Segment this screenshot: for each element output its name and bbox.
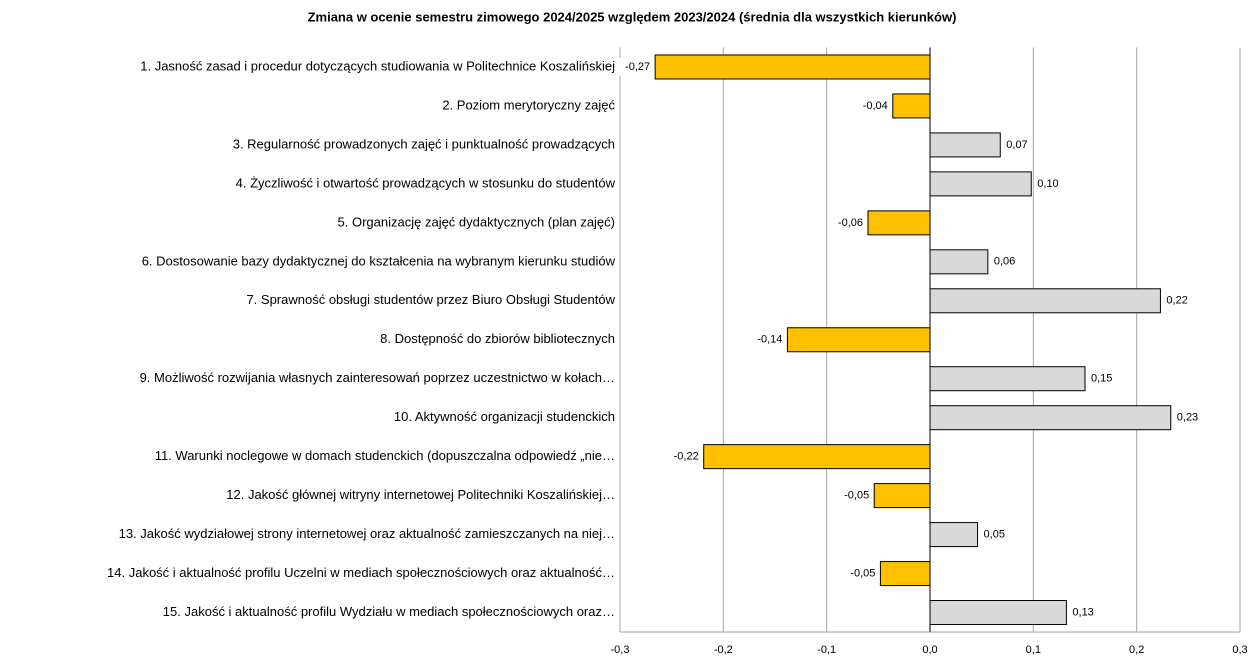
y-tick-label: 4. Życzliwość i otwartość prowadzących w… — [236, 175, 616, 190]
value-label-bg — [665, 447, 700, 466]
value-label: 0,10 — [1037, 178, 1058, 190]
y-tick-label: 7. Sprawność obsługi studentów przez Biu… — [246, 292, 615, 307]
value-label-bg — [617, 57, 652, 76]
value-label: -0,14 — [757, 334, 782, 346]
value-label: 0,23 — [1177, 412, 1198, 424]
value-label: 0,22 — [1166, 295, 1187, 307]
bar — [873, 483, 931, 509]
x-tick-label: -0,3 — [611, 644, 630, 656]
y-tick-label: 1. Jasność zasad i procedur dotyczących … — [140, 58, 615, 73]
bar — [703, 444, 931, 470]
y-tick-label: 11. Warunki noclegowe w domach studencki… — [155, 448, 615, 463]
bar — [867, 210, 931, 236]
x-tick-label: -0,1 — [817, 644, 836, 656]
y-tick-label: 12. Jakość głównej witryny internetowej … — [226, 487, 615, 502]
bar — [929, 288, 1161, 314]
y-tick-label: 2. Poziom merytoryczny zajęć — [442, 97, 615, 112]
value-label: 0,13 — [1072, 606, 1093, 618]
bar — [786, 327, 931, 353]
value-label: -0,22 — [674, 451, 699, 463]
bar — [929, 405, 1172, 431]
value-label: -0,04 — [863, 100, 888, 112]
bar — [929, 249, 989, 275]
value-label-bg — [830, 213, 864, 232]
bar — [929, 600, 1067, 626]
value-label: 0,07 — [1006, 139, 1027, 151]
y-tick-label: 14. Jakość i aktualność profilu Uczelni … — [107, 565, 615, 580]
value-label: 0,15 — [1091, 373, 1112, 385]
x-tick-label: 0,2 — [1129, 644, 1144, 656]
value-label-bg — [854, 96, 889, 115]
bar — [892, 93, 931, 119]
bar — [654, 54, 931, 80]
value-label: -0,27 — [625, 61, 650, 73]
bar — [929, 522, 979, 548]
x-tick-label: 0,0 — [922, 644, 937, 656]
bar — [929, 171, 1032, 197]
value-label: 0,05 — [984, 528, 1005, 540]
chart-title: Zmiana w ocenie semestru zimowego 2024/2… — [308, 9, 957, 24]
value-label: -0,06 — [838, 217, 863, 229]
value-label: -0,05 — [844, 490, 869, 502]
bar — [929, 366, 1086, 392]
value-label-bg — [842, 564, 877, 583]
bar — [879, 561, 931, 587]
y-tick-label: 6. Dostosowanie bazy dydaktycznej do ksz… — [142, 253, 616, 268]
y-tick-label: 10. Aktywność organizacji studenckich — [394, 409, 615, 424]
y-tick-label: 13. Jakość wydziałowej strony internetow… — [119, 526, 615, 541]
y-tick-label: 3. Regularność prowadzonych zajęć i punk… — [233, 136, 615, 151]
x-tick-label: 0,3 — [1232, 644, 1247, 656]
x-tick-label: 0,1 — [1026, 644, 1041, 656]
y-tick-label: 8. Dostępność do zbiorów bibliotecznych — [380, 331, 615, 346]
y-tick-label: 9. Możliwość rozwijania własnych zainter… — [140, 370, 615, 385]
value-label: 0,06 — [994, 256, 1015, 268]
x-tick-label: -0,2 — [714, 644, 733, 656]
value-label: -0,05 — [850, 567, 875, 579]
y-tick-label: 15. Jakość i aktualność profilu Wydziału… — [163, 604, 615, 619]
value-label-bg — [749, 330, 784, 349]
y-tick-label: 5. Organizację zajęć dydaktycznych (plan… — [338, 214, 615, 229]
bar — [929, 132, 1001, 158]
value-label-bg — [836, 486, 871, 505]
